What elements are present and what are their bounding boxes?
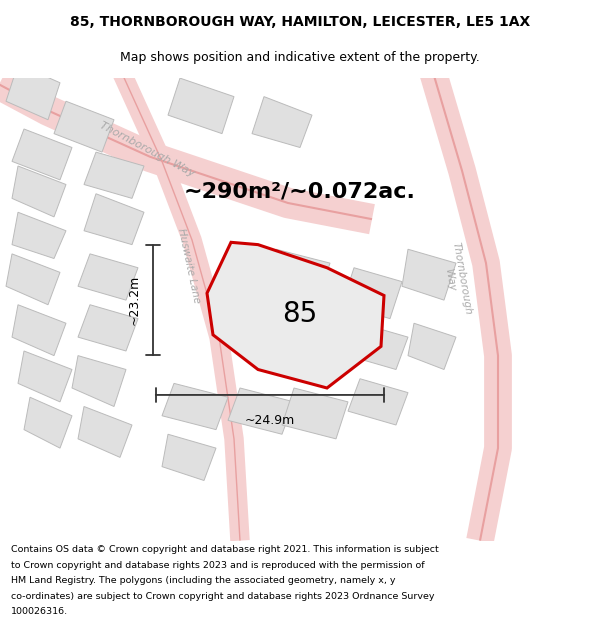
Text: 85, THORNBOROUGH WAY, HAMILTON, LEICESTER, LE5 1AX: 85, THORNBOROUGH WAY, HAMILTON, LEICESTE…: [70, 15, 530, 29]
Text: Huswaite Lane: Huswaite Lane: [176, 227, 202, 304]
Polygon shape: [162, 434, 216, 481]
Text: 100026316.: 100026316.: [11, 608, 68, 616]
Polygon shape: [264, 249, 330, 300]
Text: to Crown copyright and database rights 2023 and is reproduced with the permissio: to Crown copyright and database rights 2…: [11, 561, 424, 569]
Polygon shape: [228, 388, 294, 434]
Polygon shape: [348, 379, 408, 425]
Polygon shape: [207, 242, 384, 388]
Polygon shape: [342, 268, 402, 319]
Text: ~290m²/~0.072ac.: ~290m²/~0.072ac.: [184, 181, 416, 201]
Polygon shape: [12, 166, 66, 217]
Polygon shape: [78, 305, 138, 351]
Polygon shape: [78, 406, 132, 458]
Polygon shape: [12, 305, 66, 356]
Polygon shape: [168, 78, 234, 134]
Text: 85: 85: [283, 300, 317, 328]
Polygon shape: [6, 64, 60, 120]
Polygon shape: [84, 194, 144, 244]
Text: Contains OS data © Crown copyright and database right 2021. This information is : Contains OS data © Crown copyright and d…: [11, 545, 439, 554]
Text: Thornborough Way: Thornborough Way: [98, 121, 196, 179]
Polygon shape: [72, 356, 126, 406]
Polygon shape: [348, 323, 408, 369]
Polygon shape: [402, 249, 456, 300]
Polygon shape: [24, 398, 72, 448]
Text: Thornborough
Way: Thornborough Way: [439, 241, 473, 318]
Polygon shape: [408, 323, 456, 369]
Text: HM Land Registry. The polygons (including the associated geometry, namely x, y: HM Land Registry. The polygons (includin…: [11, 576, 395, 585]
Text: ~24.9m: ~24.9m: [245, 414, 295, 427]
Polygon shape: [84, 152, 144, 198]
Polygon shape: [12, 129, 72, 180]
Polygon shape: [288, 305, 354, 356]
Polygon shape: [54, 101, 114, 152]
Polygon shape: [252, 97, 312, 148]
Text: co-ordinates) are subject to Crown copyright and database rights 2023 Ordnance S: co-ordinates) are subject to Crown copyr…: [11, 592, 434, 601]
Text: ~23.2m: ~23.2m: [127, 275, 140, 325]
Text: Map shows position and indicative extent of the property.: Map shows position and indicative extent…: [120, 51, 480, 64]
Polygon shape: [282, 388, 348, 439]
Polygon shape: [6, 254, 60, 305]
Polygon shape: [12, 213, 66, 259]
Polygon shape: [162, 383, 228, 429]
Polygon shape: [78, 254, 138, 300]
Polygon shape: [18, 351, 72, 402]
